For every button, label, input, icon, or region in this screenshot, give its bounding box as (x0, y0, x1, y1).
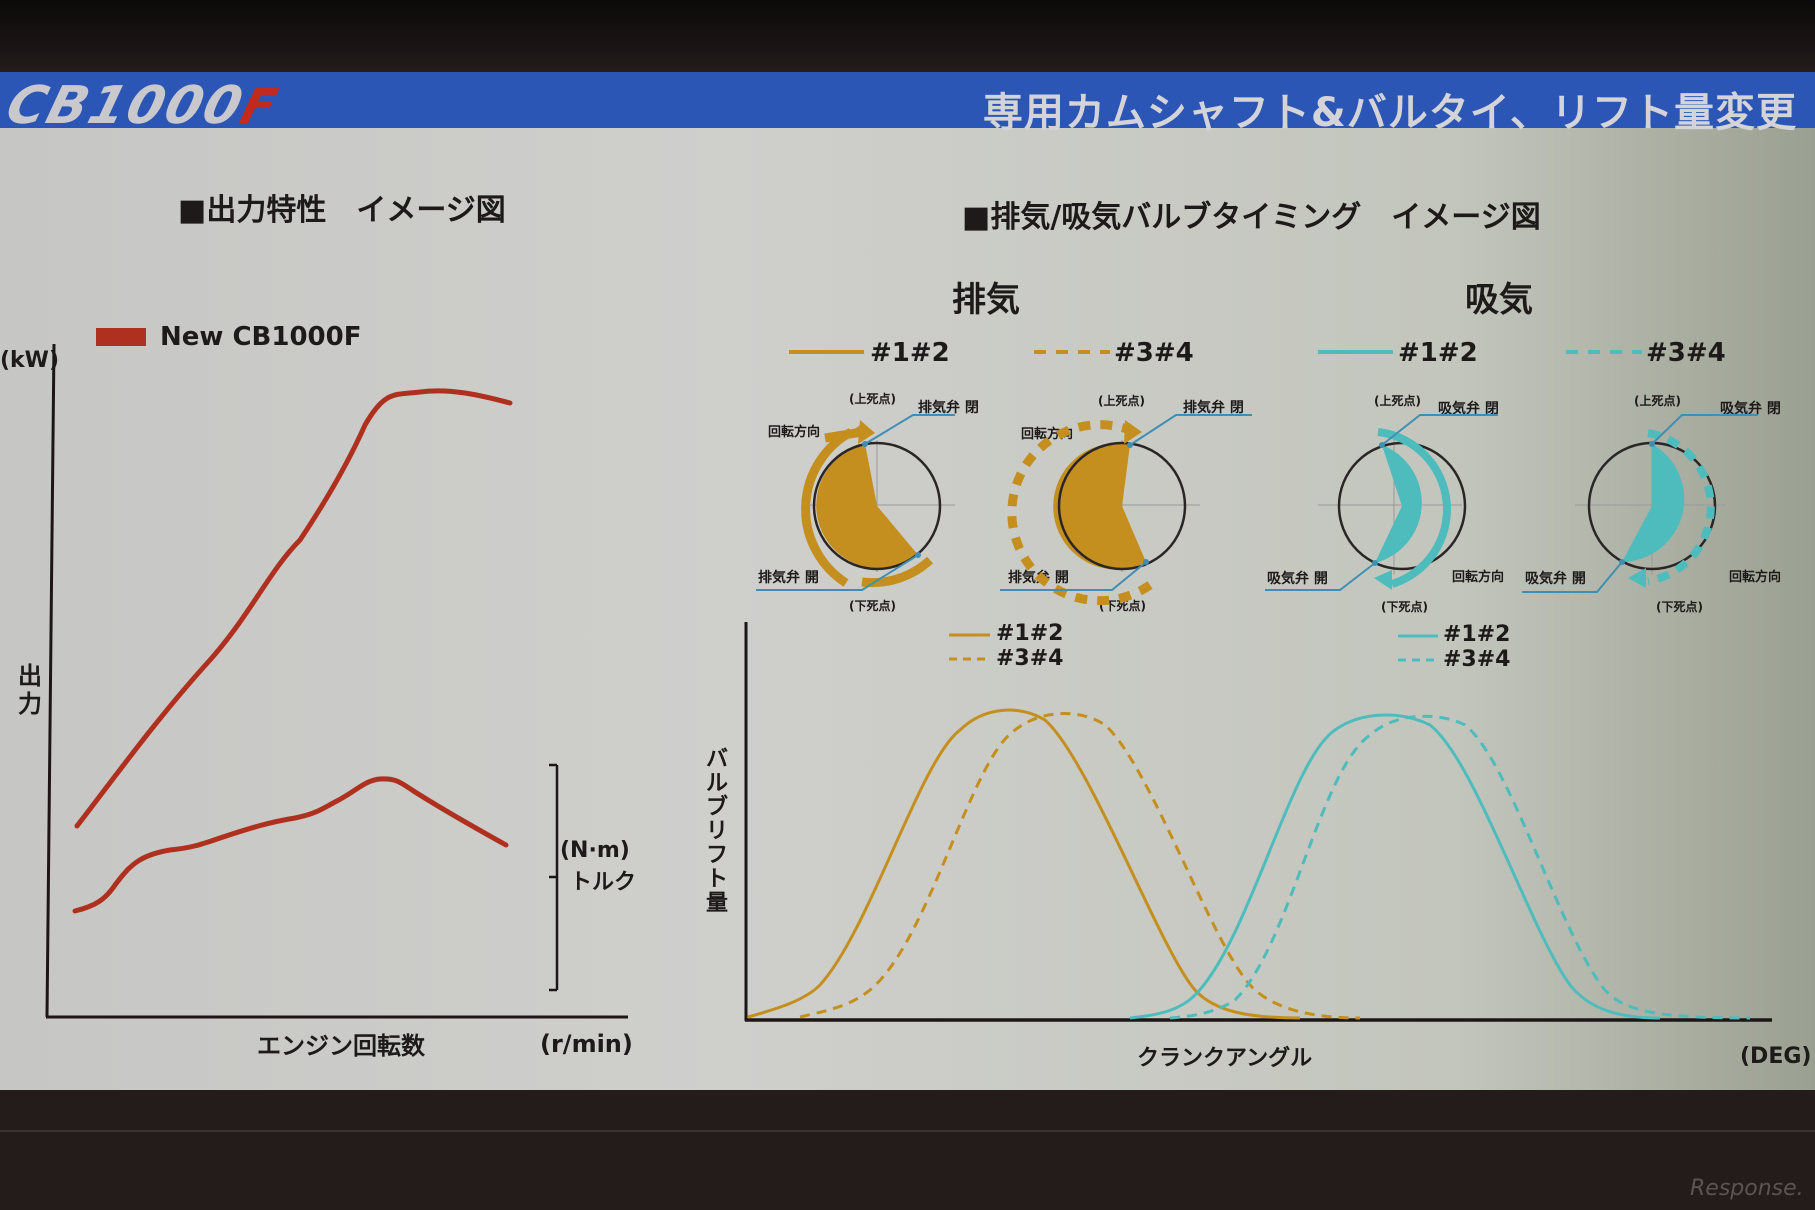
in2-close-label: 吸気弁 閉 (1720, 401, 1781, 417)
valve-lift-chart-axes (744, 622, 1772, 1022)
crank-angle-axis-label: クランクアングル (1137, 1046, 1313, 1071)
ex2-close-label: 排気弁 閉 (1183, 400, 1244, 416)
power-axis-label-1: 出 (18, 662, 42, 690)
valve-lift-axis-label: バルブリフト量 (706, 747, 729, 916)
power-axis-label-2: 力 (18, 690, 42, 718)
ex2-tdc-label: (上死点) (1098, 394, 1145, 408)
legend-swatch-new-cb1000f (96, 328, 146, 346)
slide-title: 専用カムシャフト&バルタイ、リフト量変更 (982, 90, 1797, 136)
projector-bottom-edge (0, 1090, 1815, 1210)
lift-legend-ex-solid: #1#2 (996, 621, 1064, 646)
legend-intake-dashed-label: #3#4 (1646, 338, 1726, 368)
ex1-open-label: 排気弁 開 (758, 570, 819, 586)
response-watermark: Response. (1690, 1176, 1804, 1201)
slide-header-bar (0, 72, 1815, 128)
bottom-divider (0, 1130, 1815, 1132)
in2-rotation-label: 回転方向 (1729, 570, 1782, 585)
rpm-axis-label: エンジン回転数 (257, 1032, 425, 1060)
in2-bdc-label: (下死点) (1656, 600, 1703, 614)
ex1-tdc-label: (上死点) (849, 392, 896, 406)
power-unit-label: (kW) (0, 348, 60, 373)
projector-top-edge (0, 0, 1815, 72)
legend-exhaust-solid-label: #1#2 (870, 338, 950, 368)
intake-timing-circle-2 (1522, 414, 1758, 593)
torque-unit-label: (N·m) (560, 838, 630, 863)
in1-tdc-label: (上死点) (1374, 394, 1421, 408)
power-curve (74, 388, 513, 829)
intake-timing-circle-1 (1265, 414, 1498, 591)
torque-curve (72, 776, 509, 914)
intake-heading: 吸気 (1465, 280, 1533, 320)
ex1-close-label: 排気弁 閉 (918, 400, 979, 416)
exhaust-timing-circle-1 (756, 414, 955, 591)
lift-curve-intake-12 (1129, 713, 1661, 1020)
in1-bdc-label: (下死点) (1381, 600, 1428, 614)
power-chart-axes (45, 343, 628, 1019)
lift-legend-in-solid: #1#2 (1443, 622, 1511, 647)
lift-curve-exhaust-34 (799, 712, 1361, 1020)
ex1-rotation-label: 回転方向 (768, 425, 821, 440)
valve-timing-title: ■排気/吸気バルブタイミング イメージ図 (962, 200, 1541, 235)
lift-legend-in-dashed: #3#4 (1443, 647, 1511, 672)
output-characteristics-title: ■出力特性 イメージ図 (178, 193, 506, 228)
lift-legend-ex-dashed: #3#4 (996, 646, 1064, 671)
lift-curve-exhaust-12 (747, 708, 1301, 1020)
slide-screen (0, 72, 1815, 1090)
legend-exhaust-dashed-label: #3#4 (1114, 338, 1194, 368)
in1-close-label: 吸気弁 閉 (1438, 401, 1499, 417)
ex2-bdc-label: (下死点) (1099, 599, 1146, 613)
in1-open-label: 吸気弁 開 (1267, 571, 1328, 587)
in2-tdc-label: (上死点) (1634, 394, 1681, 408)
legend-intake-solid-label: #1#2 (1398, 338, 1478, 368)
ex1-bdc-label: (下死点) (849, 599, 896, 613)
exhaust-heading: 排気 (952, 280, 1020, 320)
in1-rotation-label: 回転方向 (1452, 570, 1505, 585)
in2-open-label: 吸気弁 開 (1525, 571, 1586, 587)
torque-axis-label: トルク (570, 870, 637, 895)
exhaust-timing-circle-2 (1000, 414, 1252, 606)
rpm-unit-label: (r/min) (540, 1030, 633, 1058)
legend-label-new-cb1000f: New CB1000F (160, 322, 362, 352)
crank-angle-unit-label: (DEG) (1740, 1044, 1812, 1069)
